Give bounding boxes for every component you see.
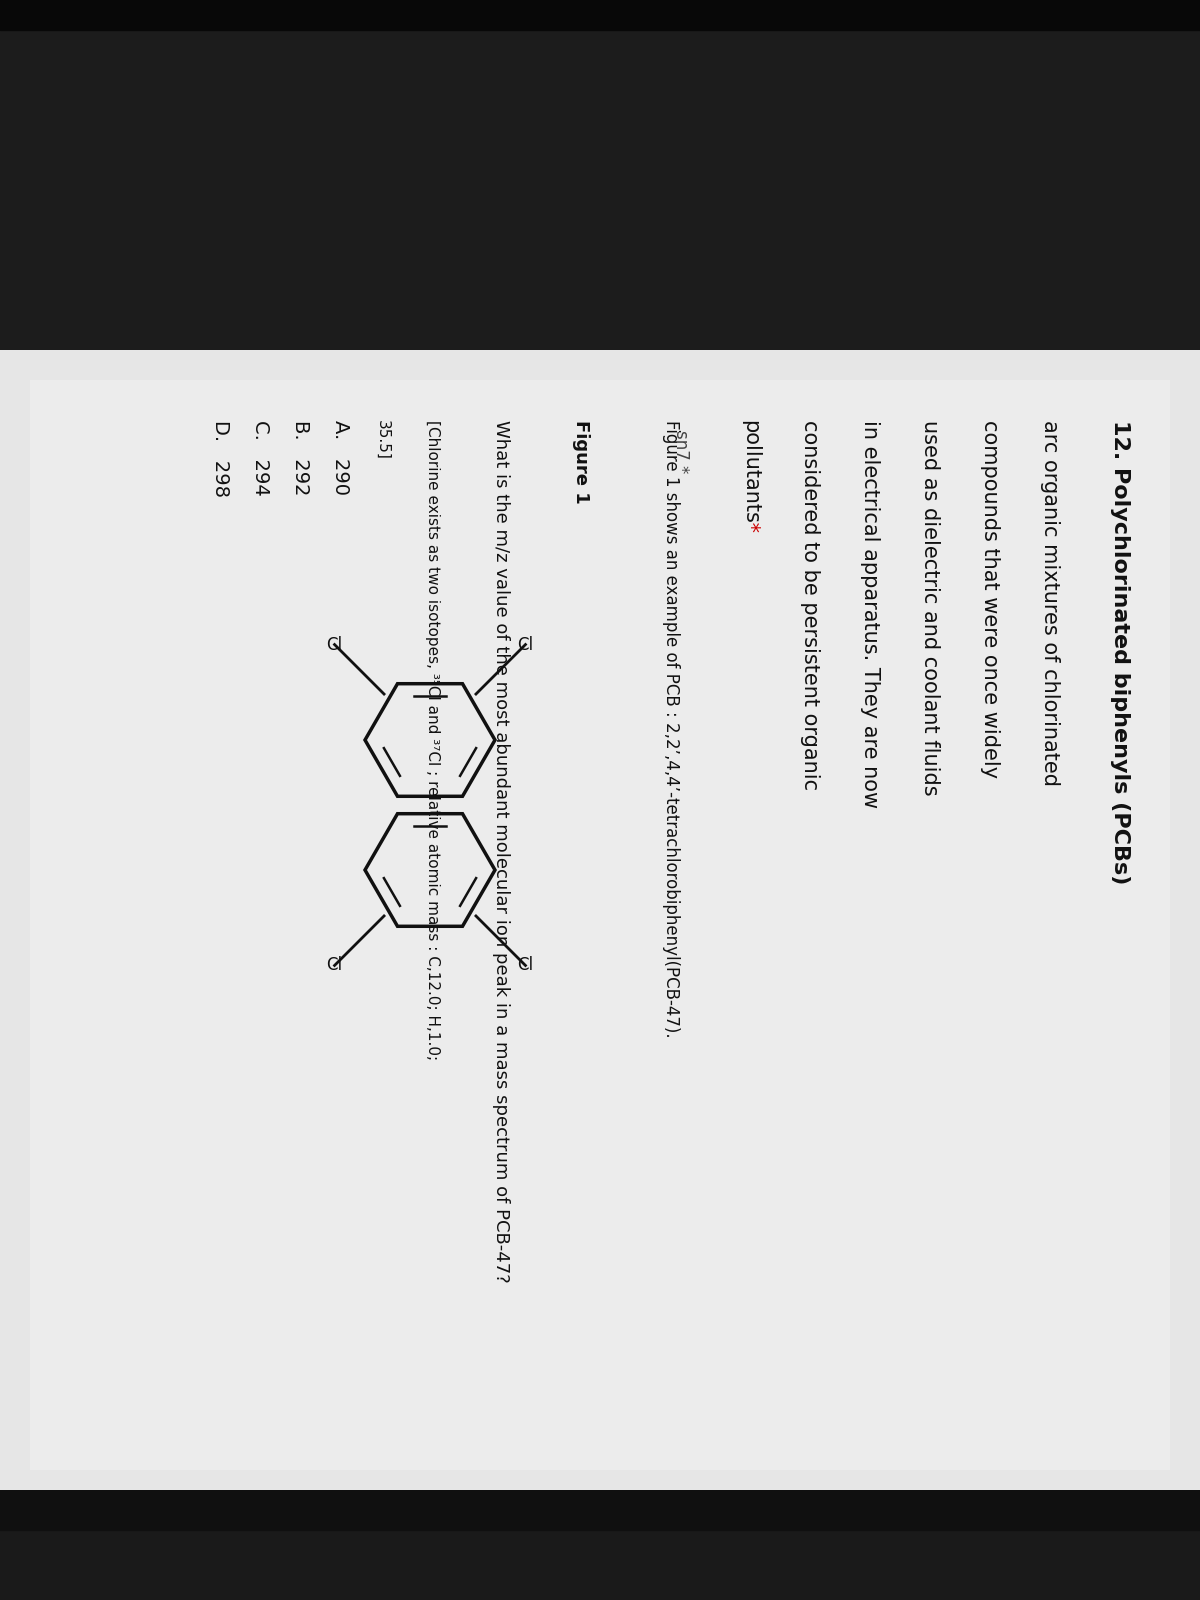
Text: Figure 1: Figure 1 [572, 419, 590, 504]
Text: [Chlorine exists as two isotopes, ³⁵Cl and ³⁷Cl ; relative atomic mass : C,12.0;: [Chlorine exists as two isotopes, ³⁵Cl a… [425, 419, 440, 1061]
Text: Figure 1 shows an example of PCB : 2,2’,4,4’-tetrachlorobiphenyl(PCB-47).: Figure 1 shows an example of PCB : 2,2’,… [662, 419, 680, 1038]
Text: Cl: Cl [517, 957, 534, 974]
Text: Cl: Cl [326, 957, 343, 974]
Text: B.   292: B. 292 [292, 419, 310, 496]
Text: in electrical apparatus. They are now: in electrical apparatus. They are now [860, 419, 880, 808]
Text: 12. Polychlorinated biphenyls (PCBs): 12. Polychlorinated biphenyls (PCBs) [1110, 419, 1130, 885]
Text: compounds that were once widely: compounds that were once widely [980, 419, 1000, 778]
Polygon shape [0, 350, 1200, 1490]
Text: pollutants: pollutants [740, 419, 760, 523]
Text: considered to be persistent organic: considered to be persistent organic [800, 419, 820, 790]
Text: used as dielectric and coolant fluids: used as dielectric and coolant fluids [920, 419, 940, 795]
Text: D.   298: D. 298 [211, 419, 230, 498]
Text: C.   294: C. 294 [251, 419, 270, 496]
Text: 35.5]: 35.5] [374, 419, 390, 459]
Text: sn7 *: sn7 * [672, 430, 690, 474]
Text: Cl: Cl [326, 635, 343, 653]
Text: *: * [740, 515, 760, 531]
Text: A.   290: A. 290 [331, 419, 350, 494]
Text: arc organic mixtures of chlorinated: arc organic mixtures of chlorinated [1040, 419, 1060, 786]
Text: Cl: Cl [517, 635, 534, 653]
Text: What is the m/z value of the most abundant molecular ion peak in a mass spectrum: What is the m/z value of the most abunda… [492, 419, 510, 1283]
Polygon shape [30, 379, 1170, 1470]
